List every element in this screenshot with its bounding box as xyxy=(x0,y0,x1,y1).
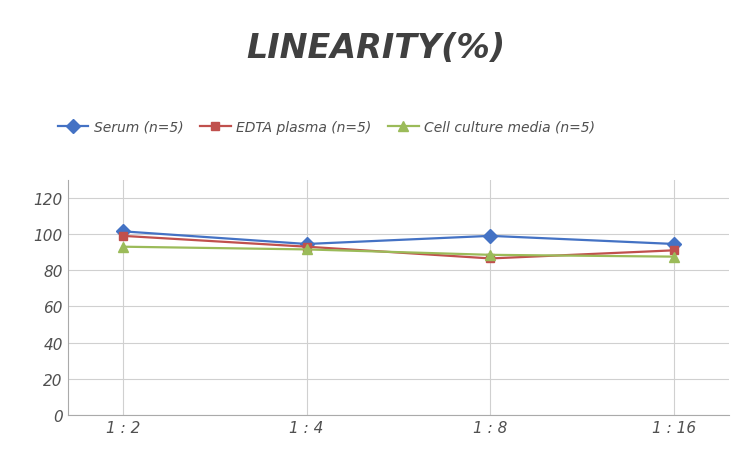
EDTA plasma (n=5) xyxy=(486,256,495,262)
EDTA plasma (n=5) xyxy=(302,244,311,250)
Legend: Serum (n=5), EDTA plasma (n=5), Cell culture media (n=5): Serum (n=5), EDTA plasma (n=5), Cell cul… xyxy=(52,115,601,140)
Cell culture media (n=5) xyxy=(302,247,311,253)
EDTA plasma (n=5) xyxy=(670,248,679,253)
Cell culture media (n=5) xyxy=(118,244,127,250)
Line: EDTA plasma (n=5): EDTA plasma (n=5) xyxy=(119,232,678,263)
Cell culture media (n=5) xyxy=(486,253,495,258)
Serum (n=5) xyxy=(302,242,311,247)
Serum (n=5) xyxy=(670,242,679,247)
Line: Serum (n=5): Serum (n=5) xyxy=(118,227,679,249)
Text: LINEARITY(%): LINEARITY(%) xyxy=(247,32,505,64)
Serum (n=5) xyxy=(486,234,495,239)
EDTA plasma (n=5) xyxy=(118,234,127,239)
Line: Cell culture media (n=5): Cell culture media (n=5) xyxy=(118,242,679,262)
Serum (n=5) xyxy=(118,229,127,235)
Cell culture media (n=5) xyxy=(670,254,679,260)
